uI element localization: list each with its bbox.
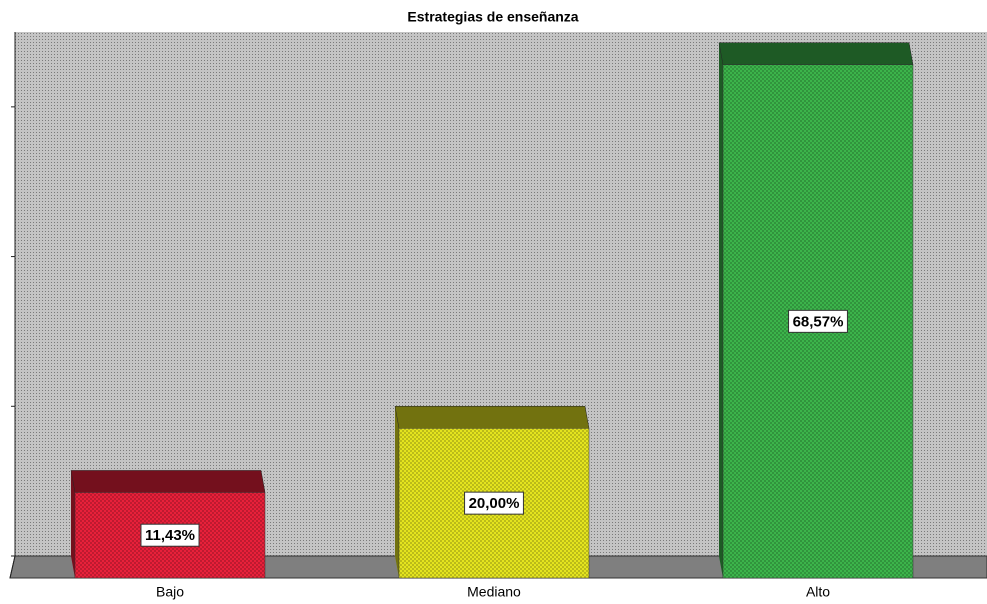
value-label-box xyxy=(140,523,200,547)
bar-group: 68,57% xyxy=(718,42,914,579)
x-tick-label: Bajo xyxy=(156,584,184,600)
chart-title: Estrategias de enseñanza xyxy=(407,9,578,25)
y-axis-depth xyxy=(9,555,16,579)
value-label-box xyxy=(788,309,848,333)
bar-group: 20,00% xyxy=(394,406,590,579)
bar-side-shade xyxy=(395,406,399,578)
bar-top-shade xyxy=(70,470,266,493)
x-tick-label: Alto xyxy=(806,584,830,600)
bar-side-shade xyxy=(719,42,723,578)
bar-top-shade xyxy=(394,406,590,429)
bar-group: 11,43% xyxy=(70,470,266,579)
value-label: 68,57% xyxy=(793,313,844,330)
value-label: 11,43% xyxy=(145,527,195,544)
x-tick-label: Mediano xyxy=(467,584,521,600)
value-label: 20,00% xyxy=(469,495,520,512)
value-label-box xyxy=(464,491,524,515)
bar-top-shade xyxy=(718,42,914,65)
bar-side-shade xyxy=(71,470,75,578)
